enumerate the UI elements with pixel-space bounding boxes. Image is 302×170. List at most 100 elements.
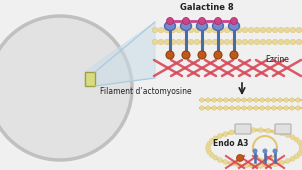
Circle shape [206,147,211,152]
Circle shape [242,27,248,33]
Circle shape [273,129,278,134]
Circle shape [296,27,302,33]
Circle shape [251,128,255,132]
Circle shape [254,106,258,110]
Circle shape [252,149,258,154]
Circle shape [166,18,174,24]
Circle shape [294,154,299,159]
Circle shape [296,106,300,110]
Circle shape [290,156,295,161]
Circle shape [272,39,278,45]
Circle shape [152,27,158,33]
Circle shape [284,27,290,33]
Circle shape [206,144,211,149]
Circle shape [230,106,234,110]
Circle shape [290,135,295,140]
Circle shape [224,106,228,110]
Circle shape [218,27,224,33]
Circle shape [200,39,206,45]
Circle shape [230,51,238,59]
Circle shape [194,27,200,33]
Circle shape [213,155,218,160]
Circle shape [236,155,243,162]
Circle shape [273,162,278,167]
Circle shape [152,39,158,45]
Circle shape [296,39,302,45]
Circle shape [182,18,189,24]
Circle shape [248,98,252,102]
Circle shape [212,98,216,102]
Circle shape [224,98,228,102]
Circle shape [230,27,236,33]
Ellipse shape [229,21,239,30]
Circle shape [253,136,277,160]
Circle shape [0,16,132,160]
Circle shape [290,98,294,102]
Circle shape [285,158,290,164]
Circle shape [272,149,278,154]
Circle shape [290,39,296,45]
Circle shape [254,98,258,102]
Circle shape [265,163,271,168]
Circle shape [284,106,288,110]
Circle shape [207,141,212,146]
Circle shape [214,51,222,59]
Circle shape [176,39,182,45]
Circle shape [243,163,248,168]
Circle shape [182,27,188,33]
Circle shape [279,160,284,165]
FancyBboxPatch shape [85,72,95,86]
Circle shape [224,27,230,33]
Circle shape [243,128,248,133]
Circle shape [258,163,263,168]
Circle shape [272,98,276,102]
Circle shape [284,98,288,102]
Circle shape [262,149,268,154]
Circle shape [236,162,241,167]
Circle shape [182,39,188,45]
Circle shape [242,98,246,102]
Circle shape [158,27,164,33]
Circle shape [206,98,210,102]
Circle shape [290,27,296,33]
Circle shape [198,51,206,59]
Circle shape [207,150,212,155]
Circle shape [230,39,236,45]
Circle shape [236,98,240,102]
Circle shape [209,152,214,158]
Circle shape [266,39,272,45]
Ellipse shape [181,21,191,30]
FancyBboxPatch shape [235,124,251,134]
Ellipse shape [165,21,175,30]
Ellipse shape [197,21,207,30]
Circle shape [170,39,176,45]
Circle shape [242,106,246,110]
Circle shape [285,133,290,138]
Circle shape [206,39,212,45]
Circle shape [265,128,271,133]
Circle shape [279,131,284,136]
Circle shape [224,39,230,45]
Circle shape [206,27,212,33]
Circle shape [296,98,300,102]
Circle shape [272,27,278,33]
Circle shape [297,140,302,145]
Circle shape [297,151,302,156]
Circle shape [290,106,294,110]
Circle shape [236,129,241,134]
Circle shape [212,106,216,110]
Circle shape [248,27,254,33]
Text: Galactine 8: Galactine 8 [180,3,234,12]
Circle shape [236,106,240,110]
Circle shape [188,27,194,33]
Text: Filament d’actomyosine: Filament d’actomyosine [100,88,192,97]
Circle shape [230,98,234,102]
Circle shape [260,98,264,102]
Circle shape [230,18,237,24]
Circle shape [272,106,276,110]
Circle shape [278,39,284,45]
Circle shape [200,27,206,33]
Circle shape [170,27,176,33]
Circle shape [278,98,282,102]
Circle shape [266,98,270,102]
